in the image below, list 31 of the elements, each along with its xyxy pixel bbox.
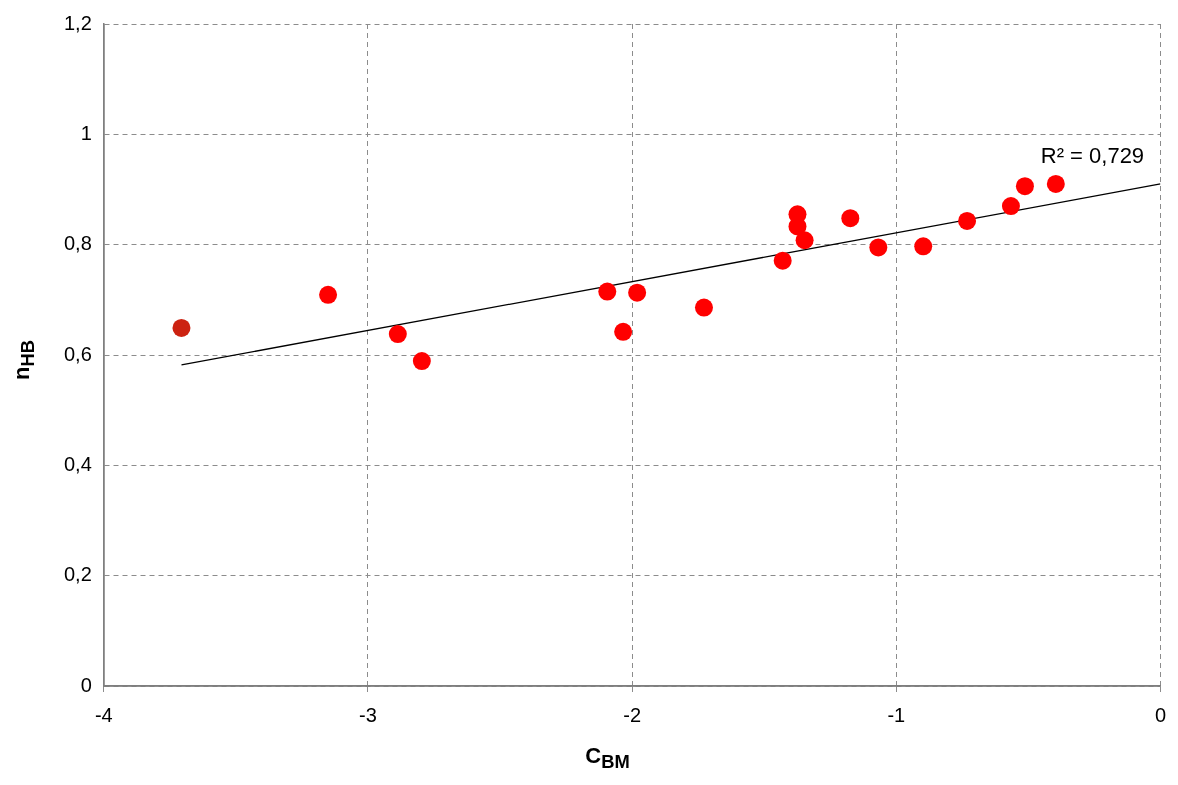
- x-tick-label: -3: [359, 703, 377, 726]
- x-tick-label: -2: [623, 703, 642, 726]
- point: [958, 211, 977, 230]
- point: [598, 282, 617, 301]
- y-tick-label: 1,2: [63, 11, 92, 34]
- point: [1046, 174, 1065, 193]
- point: [773, 251, 792, 270]
- y-tick-label: 0: [80, 673, 92, 696]
- point: [1001, 197, 1020, 216]
- x-tick-label: -4: [94, 703, 113, 726]
- x-tick-label: -1: [887, 703, 906, 726]
- annotation: R² = 0,729: [1040, 143, 1145, 169]
- point: [412, 352, 431, 371]
- point: [795, 231, 814, 250]
- point: [694, 298, 713, 317]
- x-axis-title: C$_{ВМ}$: [584, 743, 631, 774]
- point: [914, 237, 933, 256]
- x-tick-label: 0: [1154, 703, 1166, 726]
- point: [869, 238, 888, 257]
- point: [841, 209, 860, 228]
- y-tick-label: 0,6: [63, 342, 92, 365]
- y-tick-label: 0,2: [63, 563, 92, 586]
- y-tick-label: 1: [80, 121, 92, 144]
- point: [388, 325, 407, 344]
- point: [319, 285, 338, 304]
- point: [172, 318, 191, 337]
- point: [614, 322, 633, 341]
- point: [1015, 177, 1034, 196]
- y-tick-label: 0,4: [63, 452, 92, 475]
- y-tick-label: 0,8: [63, 232, 92, 255]
- point: [628, 283, 647, 302]
